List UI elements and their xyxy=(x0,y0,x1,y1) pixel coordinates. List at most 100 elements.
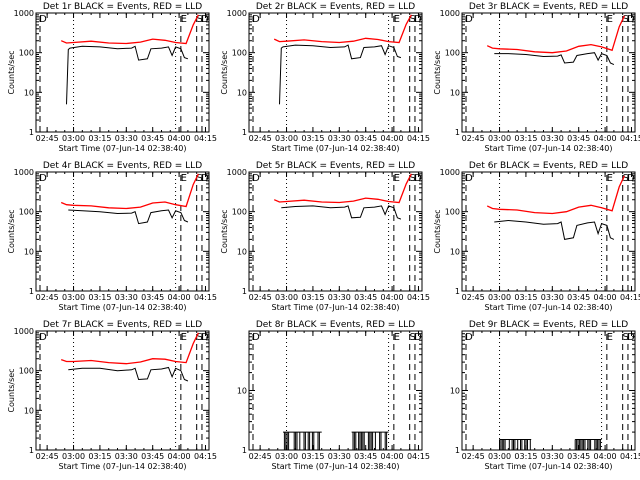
series-line-red xyxy=(273,173,412,204)
series-line-black xyxy=(68,366,189,382)
x-tick-label: 03:45 xyxy=(141,134,164,143)
x-tick-label: 03:30 xyxy=(115,134,138,143)
x-tick-label: 03:15 xyxy=(514,452,537,461)
event-marker-label: D xyxy=(201,14,209,25)
y-axis-label: Counts/sec xyxy=(433,209,442,253)
x-tick-label: 02:45 xyxy=(36,134,59,143)
event-marker-label: D xyxy=(39,14,47,25)
event-marker-label: E xyxy=(181,332,187,343)
event-burst xyxy=(499,439,531,450)
event-marker-label: D xyxy=(201,173,209,184)
y-tick-label: 10 xyxy=(450,247,460,256)
x-tick-label: 03:15 xyxy=(88,293,111,302)
event-marker-label: E xyxy=(181,14,187,25)
y-tick-label: 10 xyxy=(24,88,34,97)
y-tick-label: 1000 xyxy=(440,168,460,177)
y-tick-label: 1 xyxy=(29,128,34,137)
y-tick-label: 10 xyxy=(237,88,247,97)
chart-title: Det 1r BLACK = Events, RED = LLD xyxy=(43,2,202,12)
y-tick-label: 1 xyxy=(242,128,247,137)
y-tick-label: 1000 xyxy=(227,9,247,18)
event-marker-label: D xyxy=(627,173,635,184)
event-marker-label: S xyxy=(410,173,416,184)
x-tick-label: 03:45 xyxy=(354,452,377,461)
series-line-red xyxy=(60,332,199,365)
plot-frame xyxy=(248,330,423,451)
chart-title: Det 9r BLACK = Events, RED = LLD xyxy=(469,320,628,330)
y-tick-label: 10 xyxy=(450,387,460,396)
x-tick-label: 03:15 xyxy=(301,293,324,302)
y-tick-label: 100 xyxy=(19,208,34,217)
x-tick-label: 03:15 xyxy=(514,293,537,302)
y-tick-label: 1000 xyxy=(14,327,34,336)
x-tick-label: 04:00 xyxy=(381,134,404,143)
x-tick-label: 04:15 xyxy=(620,452,640,461)
y-tick-label: 100 xyxy=(445,49,460,58)
series-line-red xyxy=(60,14,199,45)
chart-title: Det 6r BLACK = Events, RED = LLD xyxy=(469,161,628,171)
series-line-black xyxy=(66,45,189,105)
chart-title: Det 8r BLACK = Events, RED = LLD xyxy=(256,320,415,330)
x-tick-label: 03:30 xyxy=(328,134,351,143)
y-axis-label: Counts/sec xyxy=(7,209,16,253)
event-marker-label: S xyxy=(197,14,203,25)
y-tick-label: 1 xyxy=(29,287,34,296)
plot-frame xyxy=(35,12,210,133)
x-tick-label: 03:00 xyxy=(488,134,511,143)
x-tick-label: 03:30 xyxy=(541,134,564,143)
x-tick-label: 04:15 xyxy=(194,134,217,143)
y-tick-label: 1 xyxy=(242,287,247,296)
x-tick-label: 02:45 xyxy=(462,452,485,461)
x-tick-label: 03:00 xyxy=(488,452,511,461)
x-tick-label: 02:45 xyxy=(36,452,59,461)
chart-title: Det 7r BLACK = Events, RED = LLD xyxy=(43,320,202,330)
x-tick-label: 03:30 xyxy=(541,293,564,302)
plot-frame xyxy=(461,171,636,292)
plot-frame xyxy=(461,330,636,451)
x-axis-label: Start Time (07-Jun-14 02:38:40) xyxy=(272,303,400,312)
x-tick-label: 03:45 xyxy=(567,134,590,143)
chart-panel-2: Det 2r BLACK = Events, RED = LLD 1 10 100 10… xyxy=(220,2,430,153)
x-tick-label: 04:00 xyxy=(168,293,191,302)
x-axis-label: Start Time (07-Jun-14 02:38:40) xyxy=(485,303,613,312)
x-tick-label: 03:45 xyxy=(141,452,164,461)
chart-title: Det 4r BLACK = Events, RED = LLD xyxy=(43,161,202,171)
event-marker-label: D xyxy=(252,14,260,25)
event-marker-label: E xyxy=(394,14,400,25)
x-axis-label: Start Time (07-Jun-14 02:38:40) xyxy=(59,462,187,471)
x-tick-label: 04:15 xyxy=(407,452,430,461)
x-tick-label: 03:30 xyxy=(328,293,351,302)
x-tick-label: 03:30 xyxy=(115,452,138,461)
event-marker-label: S xyxy=(623,14,629,25)
y-tick-label: 100 xyxy=(19,49,34,58)
y-tick-label: 100 xyxy=(19,367,34,376)
y-axis-label: Counts/sec xyxy=(220,209,229,253)
event-marker-label: S xyxy=(410,332,416,343)
x-tick-label: 04:00 xyxy=(594,452,617,461)
x-tick-label: 04:15 xyxy=(194,293,217,302)
event-marker-label: S xyxy=(197,332,203,343)
x-tick-label: 03:00 xyxy=(62,293,85,302)
y-tick-label: 10 xyxy=(24,406,34,415)
y-tick-label: 1000 xyxy=(440,9,460,18)
event-marker-label: S xyxy=(623,173,629,184)
event-marker-label: D xyxy=(39,332,47,343)
x-tick-label: 02:45 xyxy=(249,452,272,461)
x-axis-label: Start Time (07-Jun-14 02:38:40) xyxy=(485,462,613,471)
chart-panel-5: Det 5r BLACK = Events, RED = LLD 1 10 100 10… xyxy=(220,161,430,312)
y-tick-label: 1000 xyxy=(14,9,34,18)
event-marker-label: S xyxy=(197,173,203,184)
event-marker-label: D xyxy=(201,332,209,343)
series-line-red xyxy=(486,15,625,54)
y-tick-label: 1 xyxy=(455,287,460,296)
chart-panel-3: Det 3r BLACK = Events, RED = LLD 1 10 100 10… xyxy=(433,2,640,153)
plot-frame xyxy=(248,171,423,292)
event-marker-label: E xyxy=(394,173,400,184)
event-marker-label: D xyxy=(627,332,635,343)
x-tick-label: 04:00 xyxy=(594,134,617,143)
x-tick-label: 03:00 xyxy=(62,452,85,461)
y-axis-label: Counts/sec xyxy=(7,50,16,94)
x-tick-label: 02:45 xyxy=(36,293,59,302)
x-axis-label: Start Time (07-Jun-14 02:38:40) xyxy=(59,144,187,153)
